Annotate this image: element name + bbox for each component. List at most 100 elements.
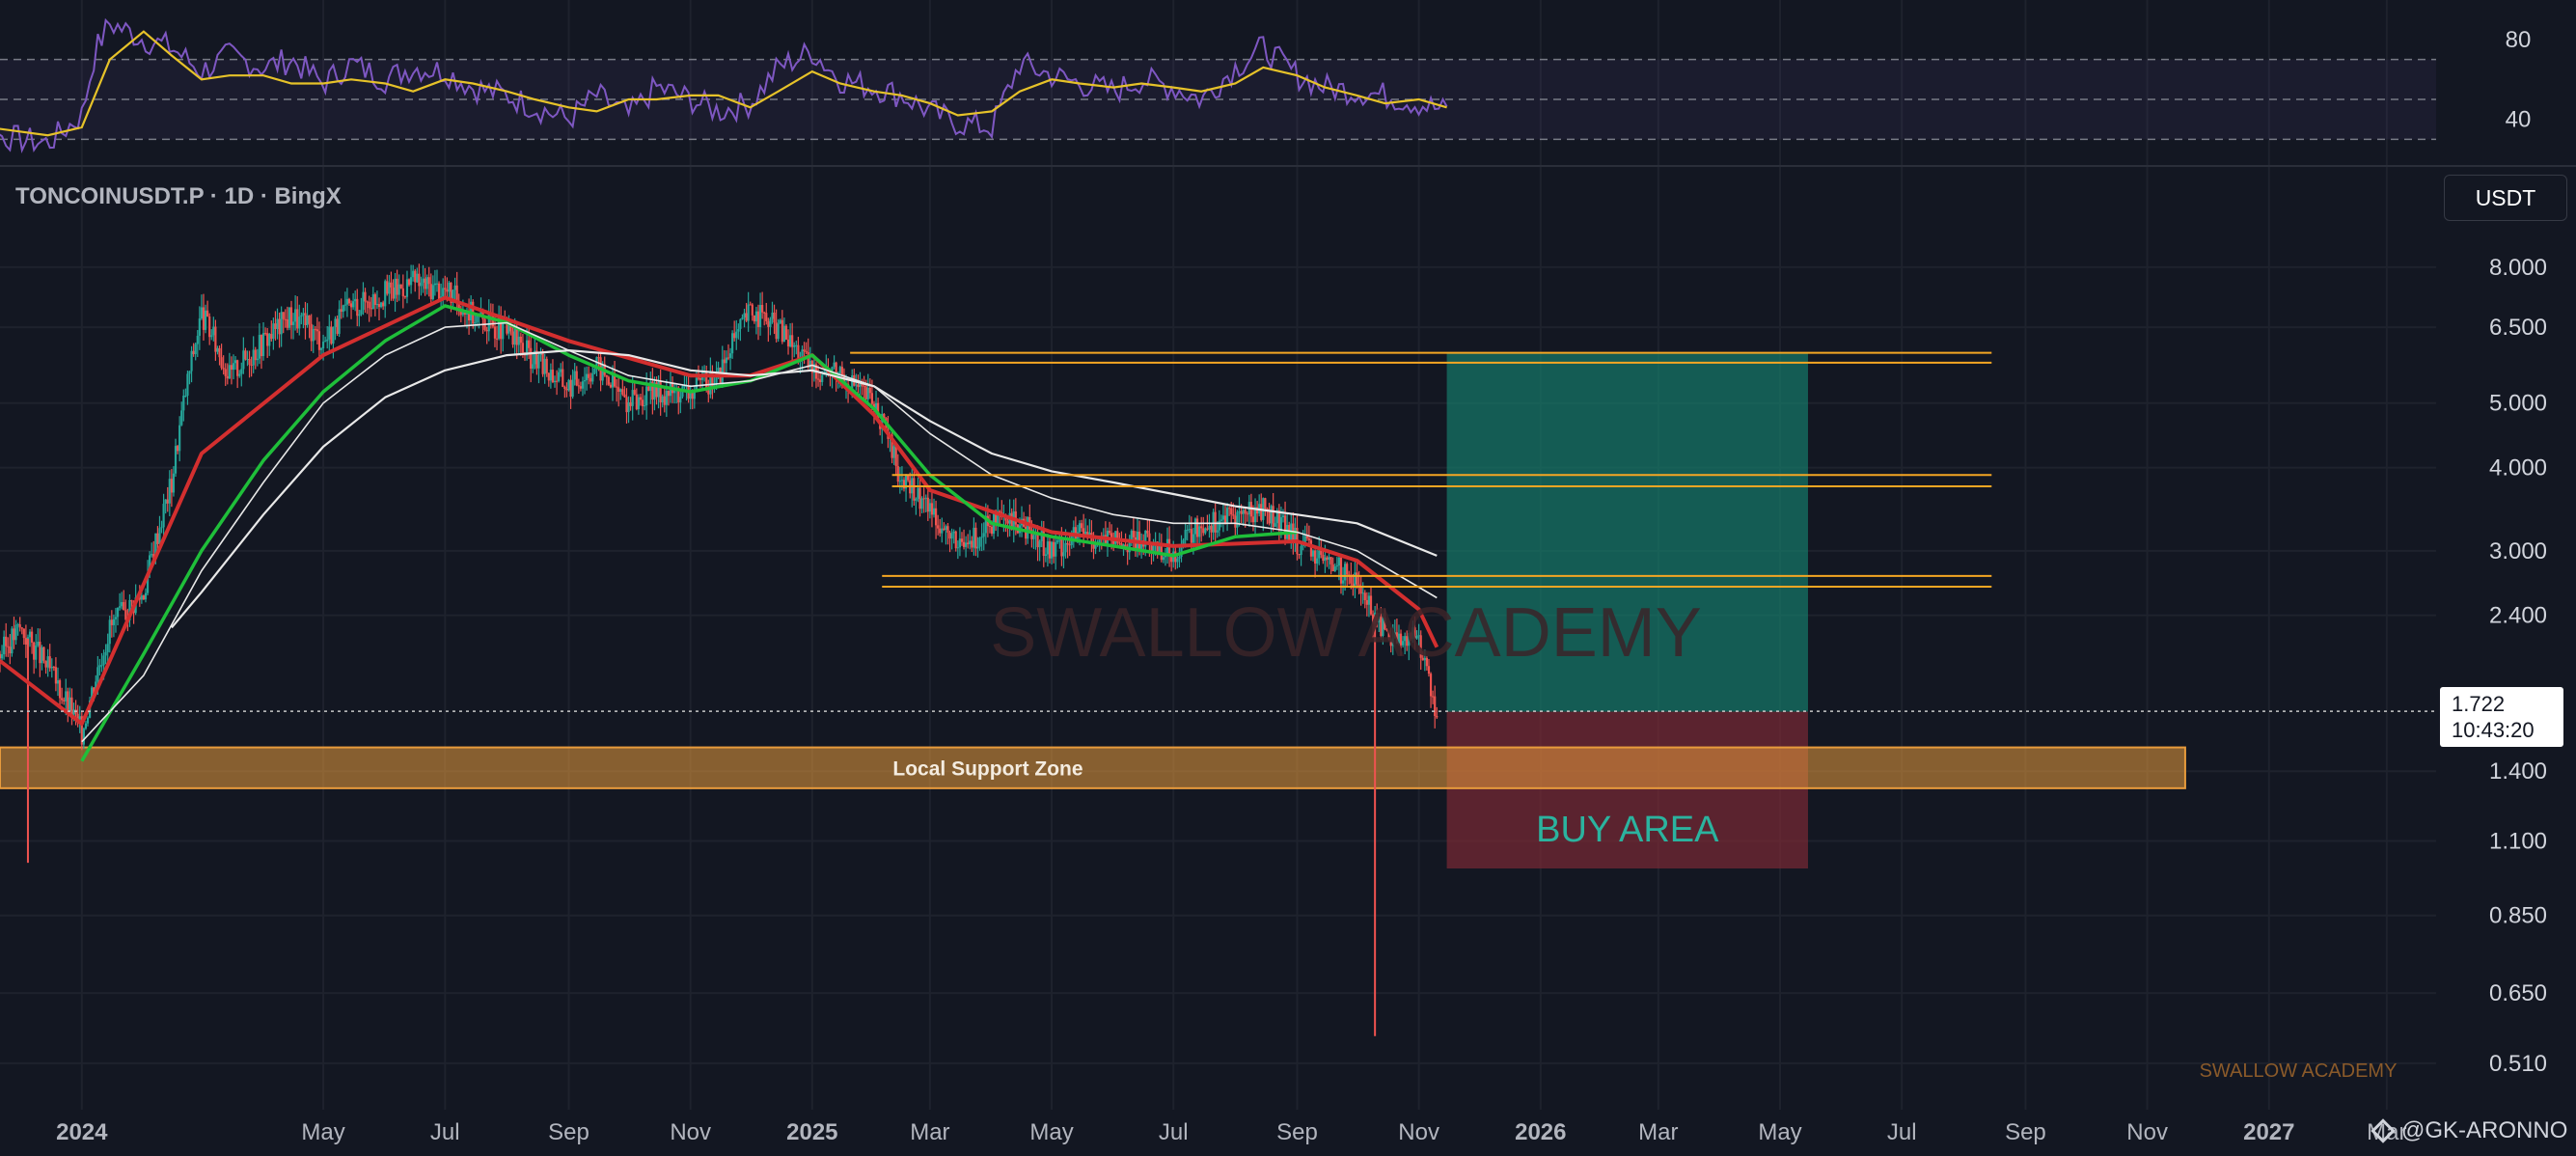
candle-body [857,384,860,388]
candle-body [616,386,618,388]
candle-body [1150,543,1153,552]
candle-body [864,386,867,399]
candle-body [917,487,919,499]
candle-body [352,301,355,308]
candle-body [1204,528,1207,534]
candle-body [142,595,146,600]
candle-body [941,528,944,534]
candle-body [1277,509,1280,530]
candle-body [945,526,947,530]
candle-body [507,324,510,334]
candle-body [33,642,36,660]
candle-body [1110,533,1113,541]
candle-body [233,360,237,364]
candle-body [379,302,383,308]
candle-body [1042,530,1045,557]
candle-body [266,333,269,346]
candle-body [1363,592,1366,600]
candle-body [1216,530,1219,533]
candle-body [635,394,638,410]
candle-body [807,351,809,368]
candle-body [797,344,800,362]
candle-body [196,336,199,344]
candle-body [1361,592,1364,594]
candle-body [347,298,351,304]
candle-body [140,595,143,600]
candle-body [1188,529,1191,531]
candle-body [758,305,762,327]
candle-body [863,385,865,387]
candle-body [781,319,783,343]
candle-body [80,716,83,745]
candle-body [446,289,449,292]
candle-body [958,538,962,548]
candle-body [1238,510,1241,512]
candle-body [397,284,400,295]
candle-body [190,350,193,372]
candle-body [601,364,604,381]
candle-body [208,316,211,338]
x-tick-label: Nov [2126,1119,2168,1145]
candle-body [110,619,113,625]
candle-body [821,374,824,382]
currency-button[interactable]: USDT [2444,175,2567,221]
candle-body [294,309,297,322]
candle-body [709,371,712,395]
candle-body [509,324,512,332]
candle-body [974,527,977,549]
candle-body [937,525,940,529]
candle-body [1114,531,1117,544]
x-tick-label: Mar [910,1119,949,1145]
candle-body [1421,657,1424,661]
candle-body [176,446,179,452]
candle-body [123,601,125,611]
candle-body [16,624,19,626]
candle-body [971,540,973,548]
candle-body [308,315,311,324]
candle-body [562,369,564,387]
candle-body [707,390,710,395]
candle-body [463,312,467,315]
candle-body [952,531,955,534]
candle-body [1264,498,1267,509]
candle-body [276,318,279,329]
candle-body [414,270,417,283]
candle-body [1212,511,1215,533]
candle-body [1098,537,1101,545]
candle-body [182,396,185,411]
candle-body [349,303,353,308]
y-tick-label: 2.400 [2489,603,2547,629]
candle-body [920,498,923,509]
candle-body [1126,549,1129,553]
candle-body [655,382,658,398]
candle-body [1066,542,1069,545]
candle-body [1236,511,1239,528]
candle-body [723,359,726,364]
candle-body [425,277,428,289]
candle-body [743,313,746,318]
ma_white_fast-line [81,321,1438,743]
candle-body [1092,540,1095,549]
candle-body [956,547,959,549]
candle-body [1112,540,1115,544]
candle-body [314,328,316,330]
candle-body [695,377,698,390]
candle-body [537,354,540,369]
candle-body [1228,508,1231,509]
candle-body [1316,558,1319,564]
candle-body [286,319,288,328]
candle-body [54,667,58,684]
candle-body [1156,541,1159,555]
candle-body [1419,635,1422,658]
candle-body [1429,674,1433,697]
candle-body [1341,580,1345,584]
candle-body [429,284,432,300]
candle-body [396,278,398,295]
candle-body [1256,507,1259,514]
candle-body [1331,564,1334,572]
candle-body [343,304,346,306]
candle-body [332,326,335,344]
candle-body [470,301,473,321]
candle-body [932,508,936,515]
